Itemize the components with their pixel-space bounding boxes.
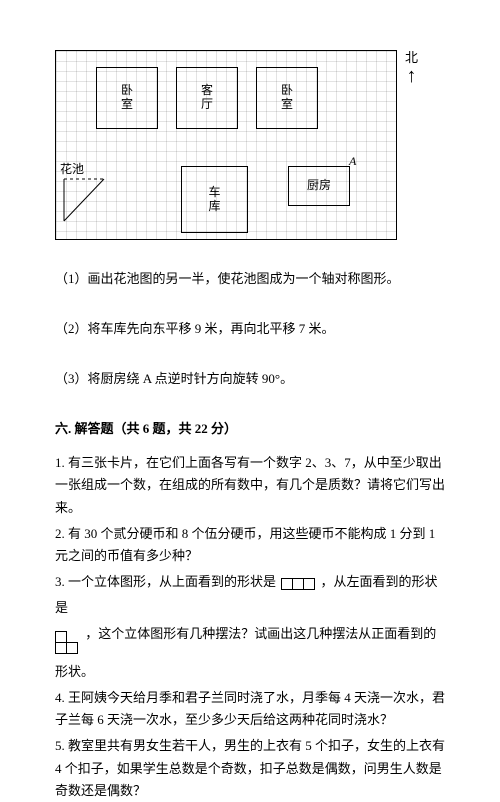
room-garage: 车 库	[181, 166, 248, 233]
north-arrow-icon: ↑	[405, 68, 418, 85]
problem-3-line2: ，这个立体图形有几种摆法？试画出这几种摆法从正面看到的形状。	[55, 623, 445, 683]
point-a-label: A	[349, 151, 356, 171]
question-2: （2）将车库先向东平移 9 米，再向北平移 7 米。	[55, 318, 445, 340]
left-view-shape	[55, 631, 78, 661]
question-1: （1）画出花池图的另一半，使花池图成为一个轴对称图形。	[55, 268, 445, 290]
room-bedroom-left: 卧 室	[96, 67, 158, 129]
problem-1: 1. 有三张卡片，在它们上面各写有一个数字 2、3、7，从中至少取出一张组成一个…	[55, 452, 445, 518]
problem-3: 3. 一个立体图形，从上面看到的形状是 ，从左面看到的形状是	[55, 571, 445, 619]
room-kitchen: 厨房	[288, 166, 350, 206]
problem-4: 4. 王阿姨今天给月季和君子兰同时浇了水，月季每 4 天浇一次水，君子兰每 6 …	[55, 687, 445, 731]
room-living-room: 客 厅	[176, 67, 238, 129]
compass-label: 北	[405, 50, 418, 65]
problem-3-text-c: ，这个立体图形有几种摆法？试画出这几种摆法从正面看到的形状。	[55, 626, 436, 679]
flowerbed-label: 花池	[60, 159, 84, 179]
top-view-shape	[281, 575, 315, 597]
floor-plan-figure: A 花池 卧 室客 厅卧 室车 库厨房 北 ↑	[55, 50, 445, 240]
grid-diagram: A 花池 卧 室客 厅卧 室车 库厨房	[55, 50, 397, 240]
room-bedroom-right: 卧 室	[256, 67, 318, 129]
compass: 北 ↑	[405, 50, 418, 85]
problem-2: 2. 有 30 个贰分硬币和 8 个伍分硬币，用这些硬币不能构成 1 分到 1 …	[55, 523, 445, 567]
section-6-title: 六. 解答题（共 6 题，共 22 分）	[55, 418, 445, 440]
question-3: （3）将厨房绕 A 点逆时针方向旋转 90°。	[55, 368, 445, 390]
problem-5: 5. 教室里共有男女生若干人，男生的上衣有 5 个扣子，女生的上衣有 4 个扣子…	[55, 735, 445, 801]
problem-3-text-a: 3. 一个立体图形，从上面看到的形状是	[55, 574, 276, 589]
